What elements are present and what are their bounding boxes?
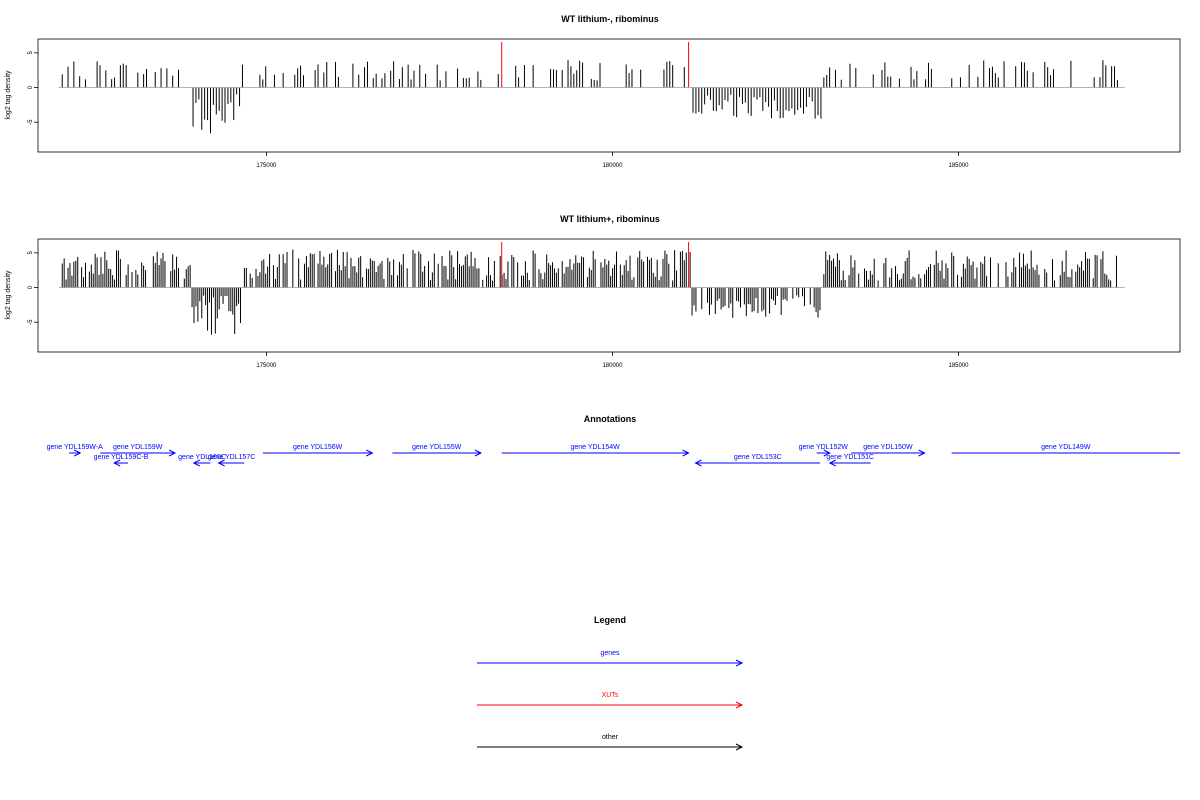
- coverage-bars: [61, 60, 1118, 134]
- legend-label: genes: [600, 650, 620, 657]
- arrow-head-icon: [918, 449, 926, 457]
- gene-label: gene YDL159W: [113, 444, 163, 451]
- gene-annotation: gene YDL151C: [826, 454, 874, 467]
- legend-item: XUTs: [477, 692, 744, 709]
- gene-annotation: gene YDL156W: [262, 444, 374, 457]
- x-axis: 175000 180000 185000: [256, 152, 969, 169]
- panel-title: WT lithium-, ribominus: [561, 14, 659, 24]
- arrow-head-icon: [694, 459, 702, 467]
- x-tick-label: 180000: [602, 163, 623, 169]
- x-tick-label: 185000: [949, 363, 970, 369]
- legend-label: XUTs: [602, 692, 619, 699]
- arrow-head-icon: [113, 459, 121, 467]
- plot-frame: [37, 238, 1181, 353]
- panel-title: WT lithium+, ribominus: [560, 214, 660, 224]
- gene-annotation: gene YDL159W: [100, 444, 177, 457]
- arrow-head-icon: [73, 449, 82, 457]
- gene-label: gene YDL155W: [412, 444, 462, 451]
- annotation-track: Annotations gene YDL159W-A gene YDL159Wge…: [47, 414, 1180, 467]
- arrow-head-icon: [735, 743, 744, 751]
- legend-label: other: [602, 734, 619, 741]
- x-tick-label: 175000: [256, 163, 277, 169]
- gene-label: gene YDL153C: [734, 454, 782, 461]
- gene-label: gene YDL150W: [863, 444, 913, 451]
- coverage-panel-lithium-plus: WT lithium+, ribominus -5 0 5 175000 180000…: [5, 214, 1181, 369]
- y-axis: -5 0 5: [28, 251, 38, 325]
- arrow-head-icon: [735, 701, 744, 709]
- gene-annotation: gene YDL150W: [851, 444, 926, 457]
- arrow-head-icon: [168, 449, 177, 457]
- gene-annotation: gene YDL157C: [208, 454, 256, 467]
- xut-markers: [501, 242, 690, 288]
- y-tick-label: 5: [28, 251, 34, 255]
- y-tick-label: -5: [28, 319, 34, 325]
- arrow-head-icon: [474, 449, 483, 457]
- gene-label: gene YDL160C: [178, 454, 226, 461]
- gene-annotation: gene YDL153C: [694, 454, 821, 467]
- arrow-head-icon: [735, 659, 744, 667]
- gene-label: gene YDL151C: [826, 454, 874, 461]
- arrow-head-icon: [192, 459, 200, 467]
- gene-annotation: gene YDL155W: [392, 444, 483, 457]
- gene-label: gene YDL156W: [293, 444, 343, 451]
- y-axis-label: log2 tag density: [5, 270, 12, 320]
- y-tick-label: 0: [28, 285, 34, 289]
- plot-frame: [37, 38, 1181, 153]
- legend-items: genes XUTs other: [477, 650, 744, 751]
- x-axis: 175000 180000 185000: [256, 352, 969, 369]
- annotations-title: Annotations: [584, 414, 637, 424]
- y-tick-label: -5: [28, 119, 34, 125]
- legend: Legend genes XUTs other: [477, 615, 744, 751]
- arrow-head-icon: [366, 449, 374, 457]
- y-axis-label: log2 tag density: [5, 70, 12, 120]
- legend-item: other: [477, 734, 744, 751]
- legend-item: genes: [477, 650, 744, 667]
- x-tick-label: 180000: [602, 363, 623, 369]
- xut-markers: [501, 42, 690, 88]
- gene-annotation: gene YDL149W: [951, 444, 1180, 454]
- legend-title: Legend: [594, 615, 626, 625]
- gene-label: gene YDL149W: [1041, 444, 1091, 451]
- gene-annotation: gene YDL159C-B: [94, 454, 149, 467]
- y-tick-label: 5: [28, 51, 34, 55]
- arrow-head-icon: [217, 459, 225, 467]
- gene-annotation: gene YDL159W-A: [47, 444, 103, 457]
- gene-annotation: gene YDL152W: [799, 444, 849, 457]
- arrow-head-icon: [828, 459, 837, 467]
- coverage-bars: [61, 249, 1117, 335]
- arrow-head-icon: [682, 449, 690, 457]
- gene-label: gene YDL152W: [799, 444, 849, 451]
- y-tick-label: 0: [28, 85, 34, 89]
- gene-label: gene YDL159W-A: [47, 444, 103, 451]
- gene-annotation: gene YDL154W: [501, 444, 690, 457]
- gene-label: gene YDL157C: [208, 454, 256, 461]
- arrow-head-icon: [823, 449, 831, 457]
- y-axis: -5 0 5: [28, 51, 38, 125]
- gene-label: gene YDL154W: [571, 444, 621, 451]
- gene-arrows: gene YDL159W-A gene YDL159W gene YDL159C-B…: [47, 444, 1180, 467]
- gene-annotation: gene YDL160C: [178, 454, 226, 467]
- x-tick-label: 185000: [949, 163, 970, 169]
- gene-label: gene YDL159C-B: [94, 454, 149, 461]
- x-tick-label: 175000: [256, 363, 277, 369]
- coverage-panel-lithium-minus: WT lithium-, ribominus -5 0 5 175000 180000…: [5, 14, 1181, 169]
